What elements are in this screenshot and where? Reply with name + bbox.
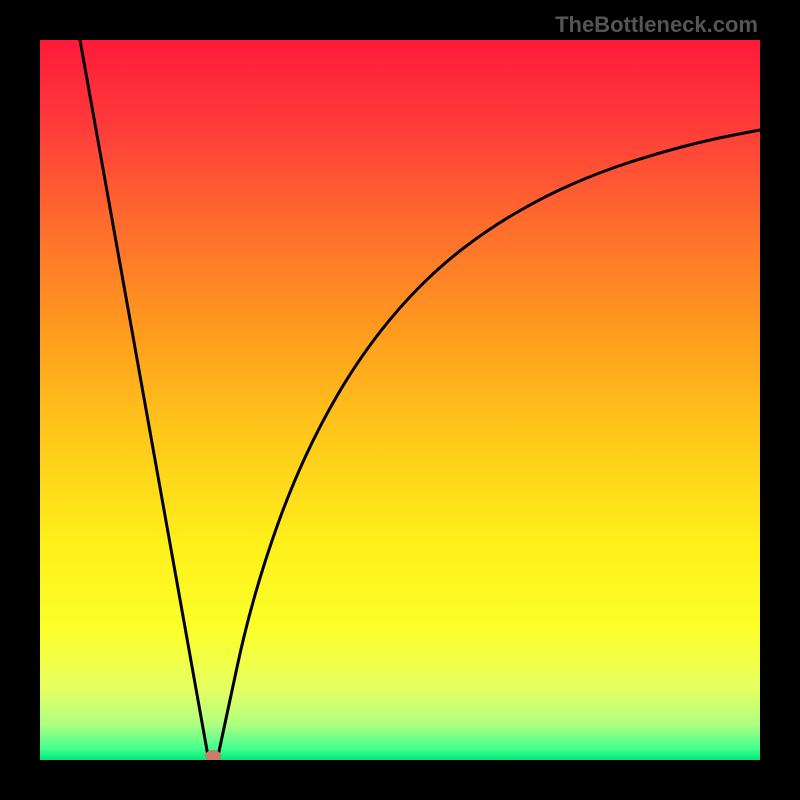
bottleneck-curve xyxy=(40,40,760,760)
chart-container: TheBottleneck.com xyxy=(0,0,800,800)
watermark-text: TheBottleneck.com xyxy=(555,12,758,38)
plot-area xyxy=(40,40,760,760)
